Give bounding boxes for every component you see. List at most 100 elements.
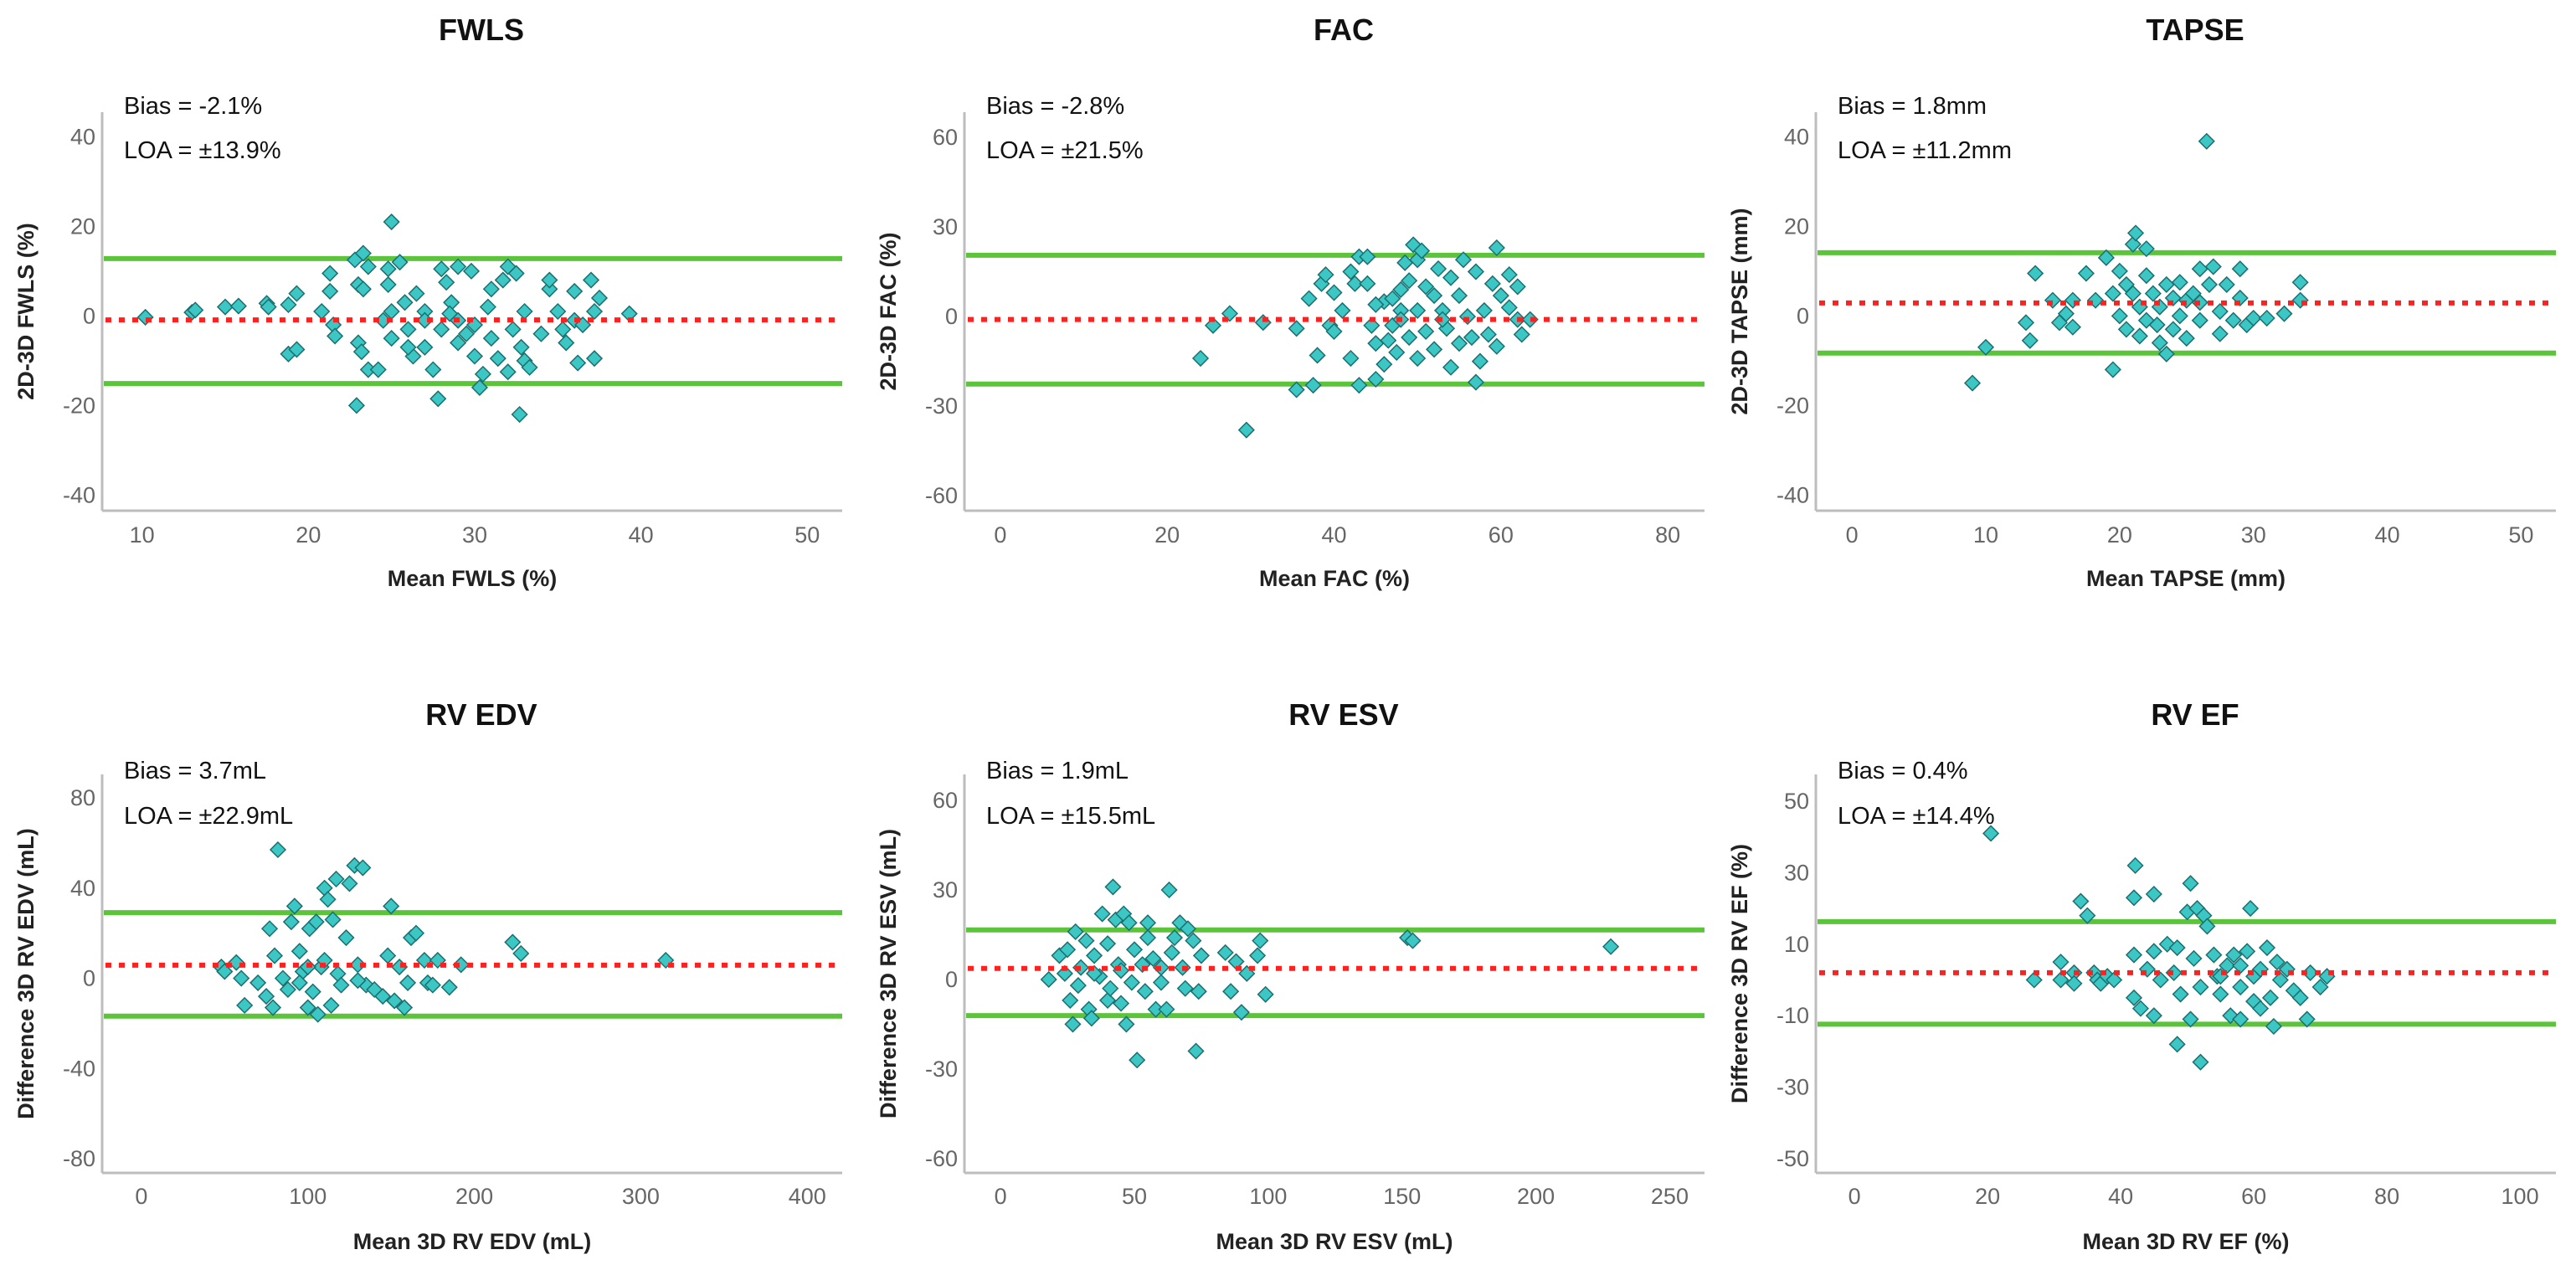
- loa-annotation: LOA = ±22.9mL: [124, 803, 293, 830]
- panel-tapse: TAPSE Bias = 1.8mm LOA = ±11.2mm Mean TAPSE…: [1727, 13, 2556, 591]
- x-tick-label: 10: [130, 522, 155, 548]
- y-tick-label: 80: [70, 785, 95, 810]
- data-point: [2311, 978, 2329, 996]
- data-point: [374, 988, 392, 1005]
- data-point: [1367, 370, 1385, 388]
- y-tick-label: 40: [70, 876, 95, 901]
- data-point: [2064, 291, 2081, 309]
- data-point: [1342, 263, 1360, 280]
- data-point: [1252, 932, 1269, 949]
- x-axis-label: Mean 3D RV EF (%): [2082, 1229, 2289, 1254]
- y-tick-label: -40: [63, 482, 95, 507]
- x-tick-label: 80: [2374, 1184, 2399, 1209]
- data-point: [2171, 307, 2188, 325]
- data-point: [585, 302, 604, 321]
- data-point: [452, 956, 470, 974]
- x-axis-label: Mean FAC (%): [1259, 566, 1410, 591]
- data-point: [1521, 311, 1539, 328]
- x-axis-label: Mean TAPSE (mm): [2086, 566, 2285, 591]
- data-point: [549, 302, 567, 321]
- data-point: [379, 275, 397, 293]
- data-point: [504, 321, 522, 338]
- data-point: [1426, 287, 1443, 305]
- y-tick-label: 0: [83, 303, 95, 328]
- data-point: [2198, 132, 2215, 150]
- y-tick-label: 0: [1797, 303, 1809, 328]
- x-tick-label: 30: [462, 522, 487, 548]
- data-point: [264, 999, 282, 1016]
- bias-annotation: Bias = 1.9mL: [986, 758, 1129, 784]
- x-tick-label: 50: [794, 522, 820, 548]
- data-point: [1417, 278, 1435, 296]
- data-point: [383, 330, 400, 347]
- data-point: [590, 289, 609, 307]
- x-axis-label: Mean FWLS (%): [388, 566, 558, 591]
- data-point: [2126, 856, 2144, 874]
- data-point: [1401, 272, 1418, 290]
- x-tick-label: 40: [629, 522, 654, 548]
- x-tick-label: 150: [1383, 1184, 1421, 1209]
- bias-annotation: Bias = 0.4%: [1838, 758, 1968, 784]
- data-point: [2137, 311, 2155, 329]
- data-point: [2057, 305, 2075, 322]
- y-tick-label: -30: [1776, 1075, 1809, 1100]
- data-point: [1040, 970, 1057, 989]
- data-point: [2191, 260, 2208, 278]
- data-point: [2106, 971, 2123, 989]
- data-point: [2298, 1010, 2316, 1028]
- data-point: [1488, 337, 1505, 355]
- data-point: [1430, 260, 1447, 278]
- data-point: [1413, 242, 1431, 260]
- x-tick-label: 50: [2508, 522, 2533, 548]
- data-point: [2027, 265, 2044, 282]
- data-point: [398, 974, 417, 991]
- data-point: [2126, 224, 2145, 242]
- data-point: [2052, 954, 2070, 971]
- data-point: [1375, 356, 1393, 373]
- data-point: [2261, 989, 2280, 1006]
- y-axis-label: 2D-3D FAC (%): [876, 232, 901, 390]
- data-point: [304, 983, 321, 1000]
- data-point: [2151, 334, 2168, 352]
- data-point: [2251, 1000, 2270, 1017]
- data-point: [1085, 947, 1103, 964]
- y-tick-label: 30: [933, 877, 958, 902]
- data-point: [1056, 964, 1073, 982]
- data-point: [2192, 1053, 2209, 1071]
- loa-annotation: LOA = ±11.2mm: [1838, 137, 2012, 164]
- data-point: [2111, 262, 2128, 280]
- data-point: [2087, 291, 2105, 309]
- data-point: [558, 334, 575, 352]
- data-point: [233, 969, 250, 987]
- data-point: [438, 274, 455, 291]
- data-point: [532, 325, 550, 342]
- y-tick-label: 60: [933, 125, 958, 150]
- data-point: [2182, 1010, 2199, 1028]
- y-tick-label: 20: [70, 213, 95, 239]
- x-tick-label: 200: [455, 1184, 493, 1209]
- data-point: [1288, 320, 1305, 337]
- data-point: [383, 213, 400, 231]
- data-point: [359, 258, 377, 275]
- data-point: [1350, 377, 1368, 394]
- data-point: [569, 354, 587, 372]
- data-point: [433, 260, 450, 278]
- data-point: [2291, 989, 2309, 1006]
- data-point: [465, 347, 484, 365]
- bias-annotation: Bias = 3.7mL: [124, 758, 266, 784]
- data-point: [494, 271, 512, 289]
- data-point: [216, 298, 234, 316]
- data-point: [1098, 991, 1117, 1009]
- panel-title: RV EF: [2151, 697, 2239, 732]
- data-point: [2301, 964, 2319, 981]
- data-point: [2178, 330, 2195, 347]
- data-point: [2157, 345, 2175, 363]
- data-point: [470, 378, 488, 396]
- data-point: [236, 996, 254, 1014]
- y-tick-label: 0: [945, 967, 958, 992]
- data-point: [2258, 309, 2275, 327]
- bias-annotation: Bias = 1.8mm: [1838, 93, 1987, 120]
- data-point: [321, 282, 339, 300]
- data-point: [1237, 421, 1255, 439]
- data-point: [2211, 302, 2229, 321]
